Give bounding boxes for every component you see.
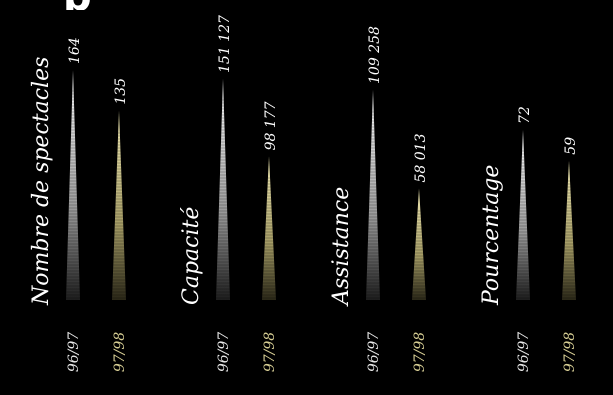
bar-97-98: [562, 160, 576, 300]
season-label: 96/97: [366, 332, 382, 372]
bar-96-97: [66, 70, 80, 300]
season-label: 97/98: [562, 332, 578, 372]
chart-title: p: [63, 0, 92, 20]
bar-96-97: [366, 90, 380, 300]
category-label: Capacité: [179, 207, 204, 305]
value-label: 164: [67, 37, 83, 64]
season-label: 97/98: [262, 332, 278, 372]
season-label: 97/98: [412, 332, 428, 372]
season-label: 96/97: [66, 332, 82, 372]
bar-97-98: [412, 188, 426, 300]
value-label: 59: [563, 137, 579, 155]
bar-97-98: [112, 110, 126, 300]
value-label: 72: [517, 106, 533, 124]
bar-97-98: [262, 156, 276, 300]
category-label: Nombre de spectacles: [29, 57, 54, 306]
season-label: 96/97: [216, 332, 232, 372]
value-label: 58 013: [413, 133, 429, 182]
bar-96-97: [516, 130, 530, 300]
season-label: 96/97: [516, 332, 532, 372]
category-label: Assistance: [329, 187, 354, 307]
value-label: 135: [113, 78, 129, 105]
value-label: 151 127: [217, 15, 233, 73]
category-label: Pourcentage: [479, 165, 504, 306]
value-label: 98 177: [263, 101, 279, 150]
season-label: 97/98: [112, 332, 128, 372]
value-label: 109 258: [367, 26, 383, 84]
bar-96-97: [216, 79, 230, 300]
